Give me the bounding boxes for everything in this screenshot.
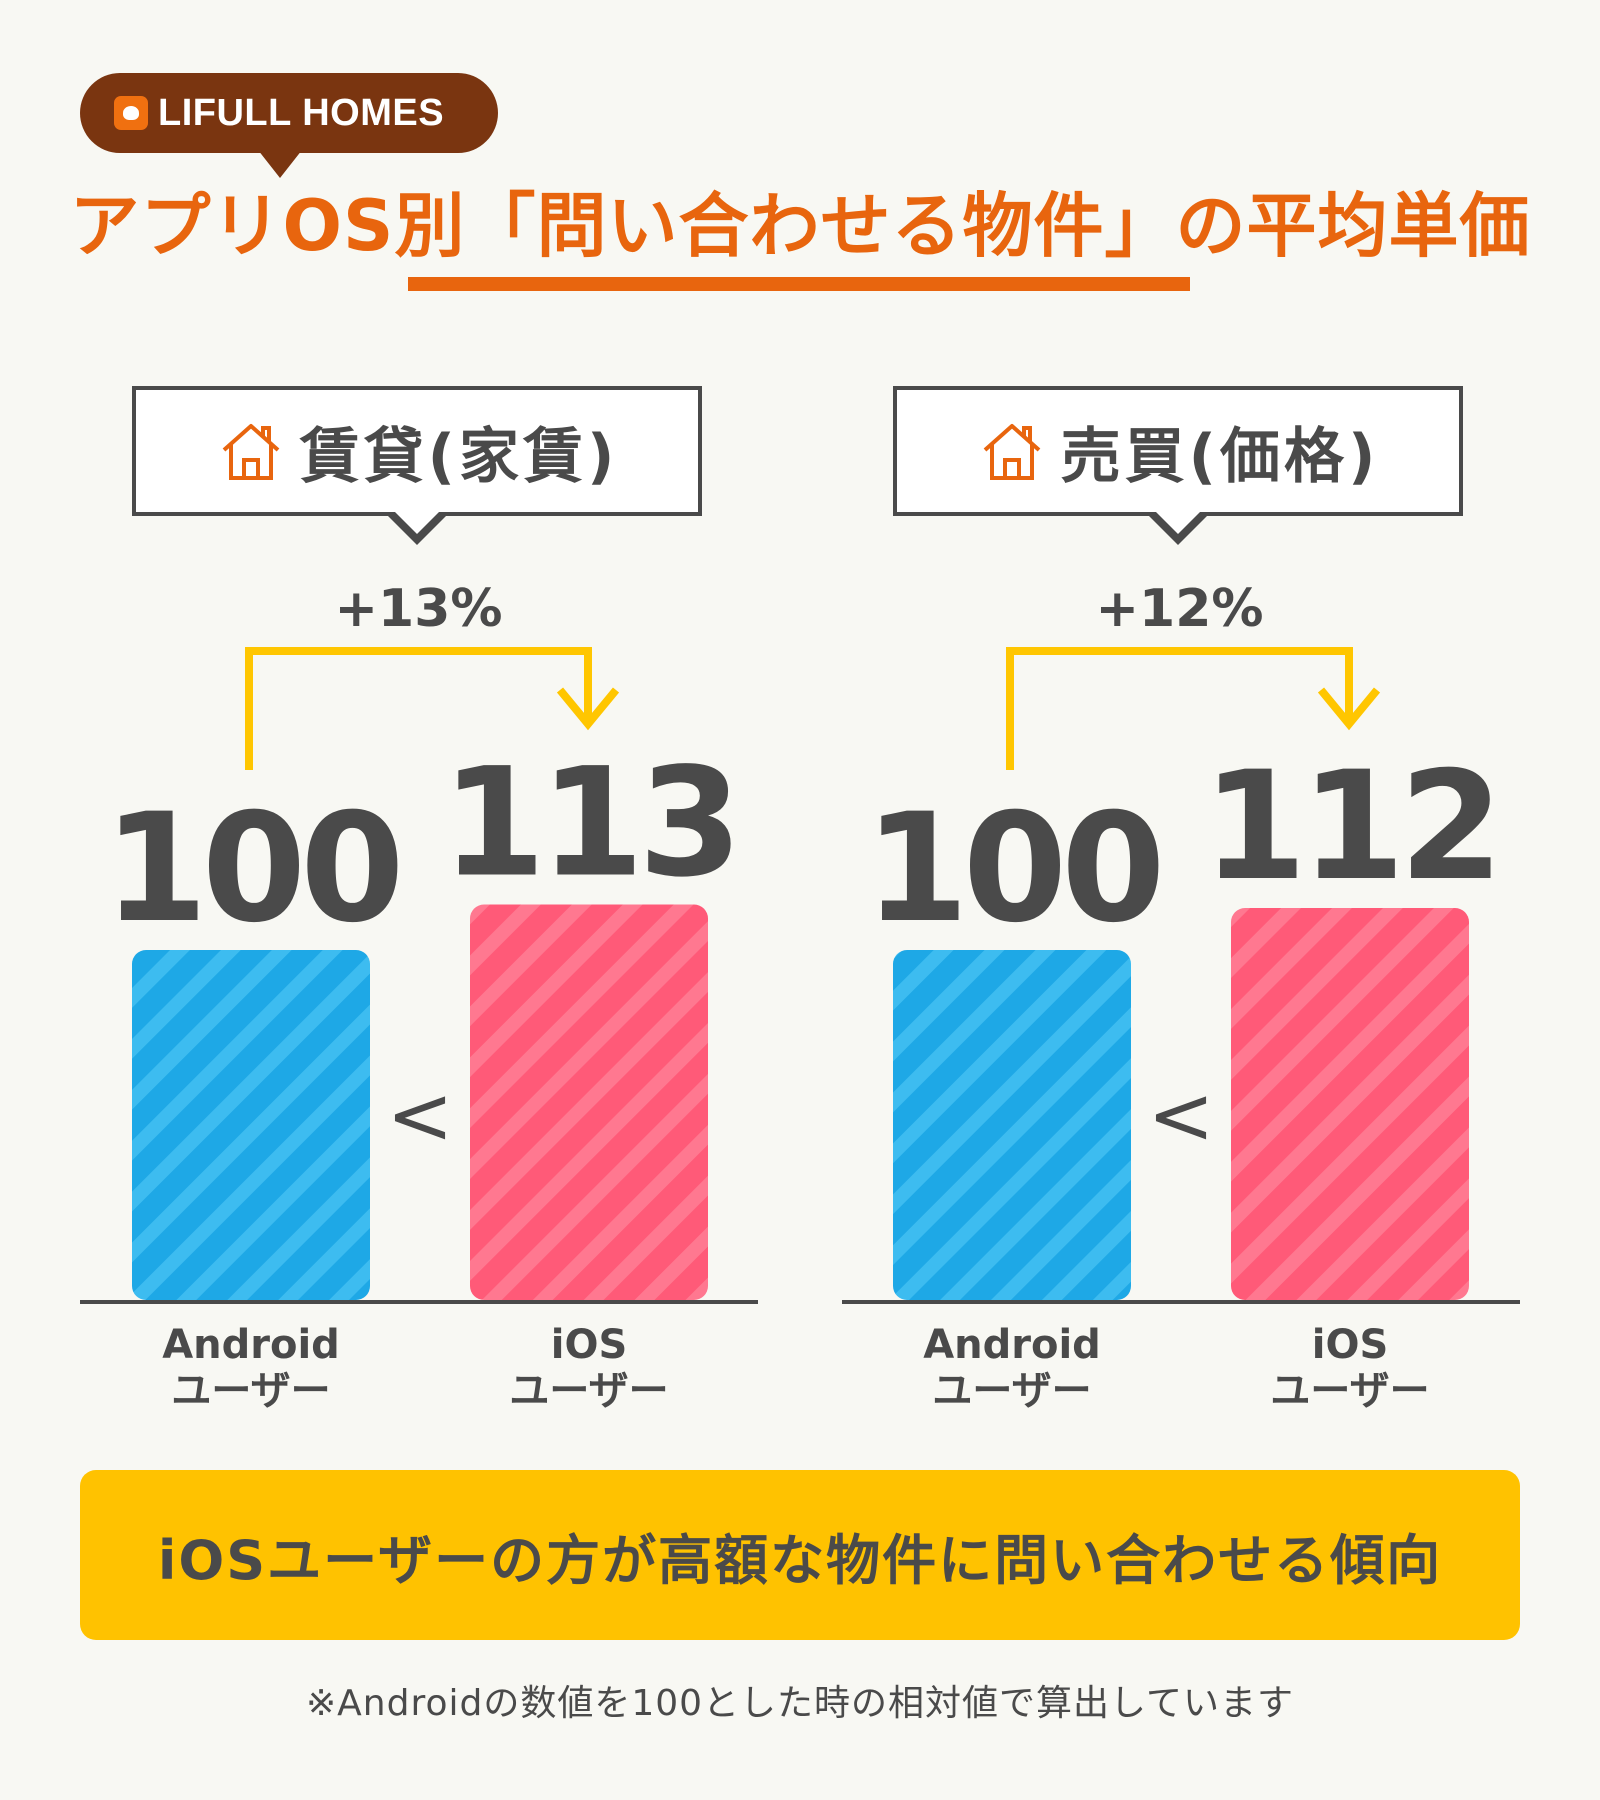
category-label-line: iOS	[550, 1322, 628, 1368]
category-label-line: iOS	[1311, 1322, 1389, 1368]
callout-sale: 売買(価格)	[893, 386, 1463, 545]
callout-tail	[1148, 510, 1208, 545]
bar-ios	[1231, 908, 1469, 1300]
category-label: iOS ユーザー	[1200, 1322, 1500, 1414]
change-label: +13%	[334, 579, 502, 639]
value-label: 100	[103, 782, 398, 956]
category-label-line: Android	[162, 1322, 340, 1368]
category-label-line: Android	[923, 1322, 1101, 1368]
bar-android	[132, 950, 370, 1300]
bar-charts: 100 113<+13%100 112<+12%	[80, 579, 1520, 1304]
value-label: 113	[441, 737, 736, 911]
category-label: Android ユーザー	[101, 1322, 401, 1414]
category-label-line: ユーザー	[932, 1368, 1092, 1414]
comparison-symbol: <	[386, 1069, 453, 1162]
brand-badge-tail	[258, 150, 302, 178]
change-label: +12%	[1095, 579, 1263, 639]
bar-android	[893, 950, 1131, 1300]
arrow-head	[556, 687, 620, 731]
brand-logo-icon	[114, 96, 148, 130]
value-label: 100	[864, 782, 1159, 956]
house-icon	[983, 424, 1040, 480]
conclusion-banner: iOSユーザーの方が高額な物件に問い合わせる傾向	[80, 1470, 1520, 1640]
bar-ios	[470, 904, 708, 1300]
title-underline	[408, 277, 1190, 291]
category-label-line: ユーザー	[509, 1368, 669, 1414]
value-label: 112	[1202, 740, 1497, 914]
change-arrow	[245, 647, 592, 770]
house-icon	[222, 424, 279, 480]
category-label: Android ユーザー	[862, 1322, 1162, 1414]
change-arrow	[1006, 647, 1353, 770]
category-label: iOS ユーザー	[439, 1322, 739, 1414]
arrow-head	[1317, 687, 1381, 731]
category-label-line: ユーザー	[171, 1368, 331, 1414]
callout-tail	[387, 510, 447, 545]
page-title: アプリOS別「問い合わせる物件」の平均単価	[69, 185, 1531, 267]
brand-badge: LIFULL HOMES	[80, 73, 498, 153]
comparison-symbol: <	[1147, 1069, 1214, 1162]
callout-rent: 賃貸(家賃)	[132, 386, 702, 545]
category-label-line: ユーザー	[1270, 1368, 1430, 1414]
footnote: ※Androidの数値を100とした時の相対値で算出しています	[306, 1683, 1294, 1724]
conclusion-text: iOSユーザーの方が高額な物件に問い合わせる傾向	[157, 1528, 1443, 1592]
callout-sale-label: 売買(価格)	[1060, 421, 1380, 492]
brand-name: LIFULL HOMES	[158, 91, 445, 134]
callout-rent-label: 賃貸(家賃)	[299, 421, 619, 492]
